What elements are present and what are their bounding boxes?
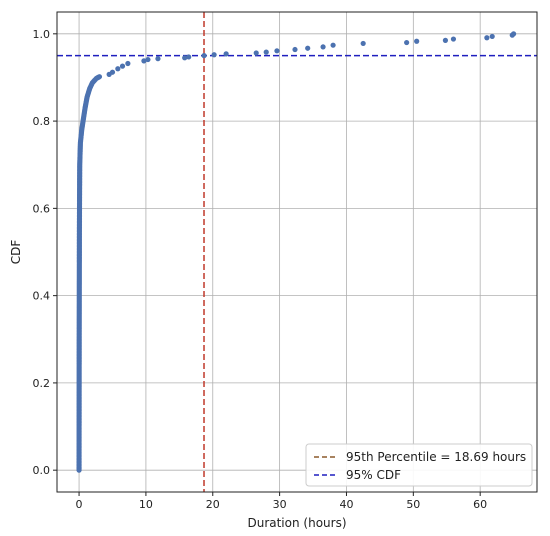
x-tick-label: 10 [139,498,153,511]
data-point [484,35,490,41]
data-point [145,56,151,63]
data-point [115,66,121,72]
data-point [96,74,103,80]
data-point [442,37,449,43]
data-point [201,53,207,59]
data-point [292,46,298,53]
legend-box [305,443,533,487]
legend: 95th Percentile = 18.69 hours 95% CDF [305,443,533,487]
x-axis-ticks: 0 10 20 30 40 50 60 [76,492,487,511]
data-point [450,36,457,42]
legend-label-cdf: 95% CDF [346,468,401,482]
x-tick-label: 60 [473,498,487,511]
y-tick-label: 0.0 [33,464,51,477]
x-tick-label: 0 [76,498,83,511]
data-point [330,42,336,48]
data-point [141,58,147,64]
data-point [119,63,126,69]
data-point [211,52,217,58]
data-point [125,60,131,67]
reference-lines [57,12,537,492]
x-tick-label: 50 [406,498,420,511]
x-tick-label: 40 [339,498,353,511]
axes-frame [56,11,538,493]
data-point [182,55,188,61]
data-point [253,50,259,56]
y-axis-ticks: 0.0 0.2 0.4 0.6 0.8 1.0 [33,28,57,477]
data-point [305,45,311,51]
y-axis-label: CDF [9,240,23,265]
y-tick-label: 0.8 [33,115,51,128]
data-point [511,31,517,37]
data-point [414,38,420,44]
y-tick-label: 1.0 [33,28,51,41]
data-point [360,40,366,47]
data-point [404,39,410,46]
grid-layer [57,12,537,492]
data-point [109,69,116,75]
data-point [274,48,280,54]
x-tick-label: 20 [206,498,220,511]
y-tick-label: 0.2 [33,377,51,390]
data-point [223,51,229,57]
legend-label-percentile: 95th Percentile = 18.69 hours [346,450,526,464]
data-point [489,33,495,40]
data-point [263,49,269,55]
data-point [186,54,192,60]
y-tick-label: 0.4 [33,290,51,303]
x-axis-label: Duration (hours) [247,516,346,530]
data-points [76,31,517,473]
data-point [155,56,161,62]
y-tick-label: 0.6 [33,202,51,215]
x-tick-label: 30 [273,498,287,511]
data-point [320,44,326,50]
